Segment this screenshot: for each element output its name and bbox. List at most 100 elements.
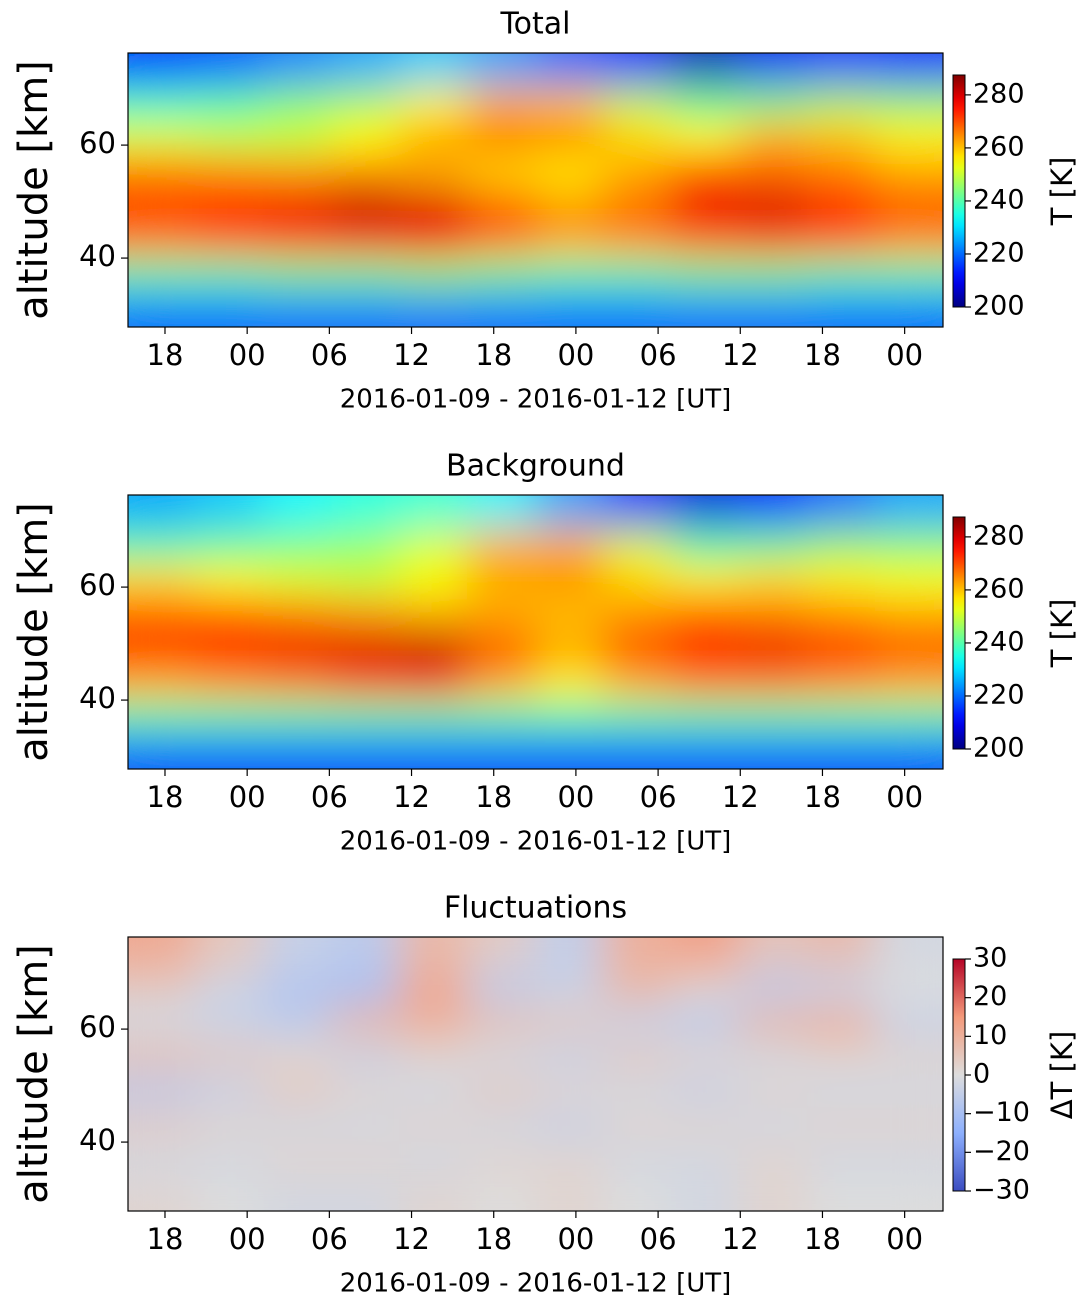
x-tick-label: 06	[640, 780, 677, 814]
heat-cell	[806, 1107, 876, 1143]
x-tick-label: 18	[475, 1222, 512, 1256]
colorbar-tick-label: 200	[973, 291, 1025, 322]
heat-cell	[874, 121, 943, 157]
heat-cell	[535, 734, 604, 769]
heat-cell	[263, 1107, 333, 1143]
heat-cell	[670, 189, 740, 225]
heat-cell	[670, 937, 740, 972]
heat-cell	[331, 1005, 401, 1041]
heat-cell	[195, 1005, 265, 1041]
heat-cell	[467, 223, 536, 259]
heat-cell	[670, 495, 740, 530]
heat-cell	[670, 121, 740, 157]
heat-cell	[195, 734, 265, 769]
heat-cell	[128, 189, 197, 225]
heat-cell	[467, 495, 536, 530]
heat-cell	[535, 597, 604, 633]
heat-cell	[399, 970, 469, 1006]
heat-cell	[399, 1039, 469, 1075]
heat-cell	[195, 1073, 265, 1109]
heat-cell	[195, 189, 265, 225]
heat-cell	[602, 563, 672, 599]
heat-cell	[738, 631, 808, 667]
x-tick-label: 18	[804, 1222, 841, 1256]
heat-cell	[195, 86, 265, 122]
heat-cell	[128, 937, 197, 972]
colorbar-tick-label: 220	[973, 237, 1025, 268]
heat-cell	[806, 292, 876, 327]
heat-cell	[670, 155, 740, 191]
heat-cell	[806, 258, 876, 294]
heat-cell	[263, 121, 333, 157]
heat-cell	[535, 563, 604, 599]
heat-cell	[874, 665, 943, 701]
x-axis-label: 2016-01-09 - 2016-01-12 [UT]	[340, 385, 732, 415]
heat-cell	[195, 700, 265, 736]
heat-cell	[263, 1073, 333, 1109]
heat-cell	[195, 121, 265, 157]
heat-cell	[670, 700, 740, 736]
heat-cell	[331, 1142, 401, 1178]
heat-cell	[128, 155, 197, 191]
heat-cell	[738, 700, 808, 736]
heat-cell	[670, 223, 740, 259]
colorbar-tick-label: 0	[973, 1059, 990, 1090]
heat-cell	[738, 223, 808, 259]
colorbar-tick-label: 240	[973, 184, 1025, 215]
heat-cell	[263, 631, 333, 667]
heat-cell	[128, 292, 197, 327]
heat-cell	[195, 1039, 265, 1075]
colorbar-tick-label: 220	[973, 679, 1025, 710]
heat-cell	[467, 597, 536, 633]
y-axis-label: altitude [km]	[11, 502, 57, 762]
heat-cell	[399, 189, 469, 225]
heat-cell	[535, 121, 604, 157]
heat-cell	[535, 189, 604, 225]
heat-cell	[874, 1005, 943, 1041]
heat-cell	[195, 53, 265, 88]
heat-cell	[399, 1107, 469, 1143]
y-tick-label: 60	[79, 126, 116, 160]
heat-cell	[602, 223, 672, 259]
heat-cell	[670, 1142, 740, 1178]
heat-cell	[331, 597, 401, 633]
heat-cell	[806, 86, 876, 122]
heat-cell	[602, 155, 672, 191]
heat-cell	[467, 1142, 536, 1178]
heat-cell	[535, 665, 604, 701]
heat-cell	[399, 292, 469, 327]
heat-cell	[399, 258, 469, 294]
heat-cell	[331, 292, 401, 327]
heat-cell	[670, 563, 740, 599]
heat-cell	[263, 53, 333, 88]
heat-cell	[602, 665, 672, 701]
heat-cell	[535, 937, 604, 972]
colorbar-tick-label: 200	[973, 733, 1025, 764]
colorbar-tick-label: 280	[973, 78, 1025, 109]
heat-cell	[806, 665, 876, 701]
heat-cell	[128, 700, 197, 736]
heat-cell	[399, 1176, 469, 1211]
heat-cell	[602, 121, 672, 157]
heat-cell	[263, 155, 333, 191]
colorbar	[952, 958, 966, 1192]
heat-cell	[738, 1142, 808, 1178]
heat-cell	[467, 528, 536, 564]
x-tick-label: 18	[804, 780, 841, 814]
heat-cell	[806, 1176, 876, 1211]
heat-cell	[738, 563, 808, 599]
heat-cell	[602, 970, 672, 1006]
heat-cell	[399, 528, 469, 564]
x-tick-label: 18	[475, 780, 512, 814]
heat-cell	[195, 292, 265, 327]
heat-cell	[738, 665, 808, 701]
heat-cell	[535, 1107, 604, 1143]
heat-cell	[602, 1039, 672, 1075]
heat-cell	[331, 155, 401, 191]
heat-cell	[128, 1142, 197, 1178]
heat-cell	[535, 223, 604, 259]
heat-cell	[806, 495, 876, 530]
x-tick-label: 12	[722, 780, 759, 814]
heat-cell	[602, 528, 672, 564]
x-tick-label: 18	[475, 338, 512, 372]
